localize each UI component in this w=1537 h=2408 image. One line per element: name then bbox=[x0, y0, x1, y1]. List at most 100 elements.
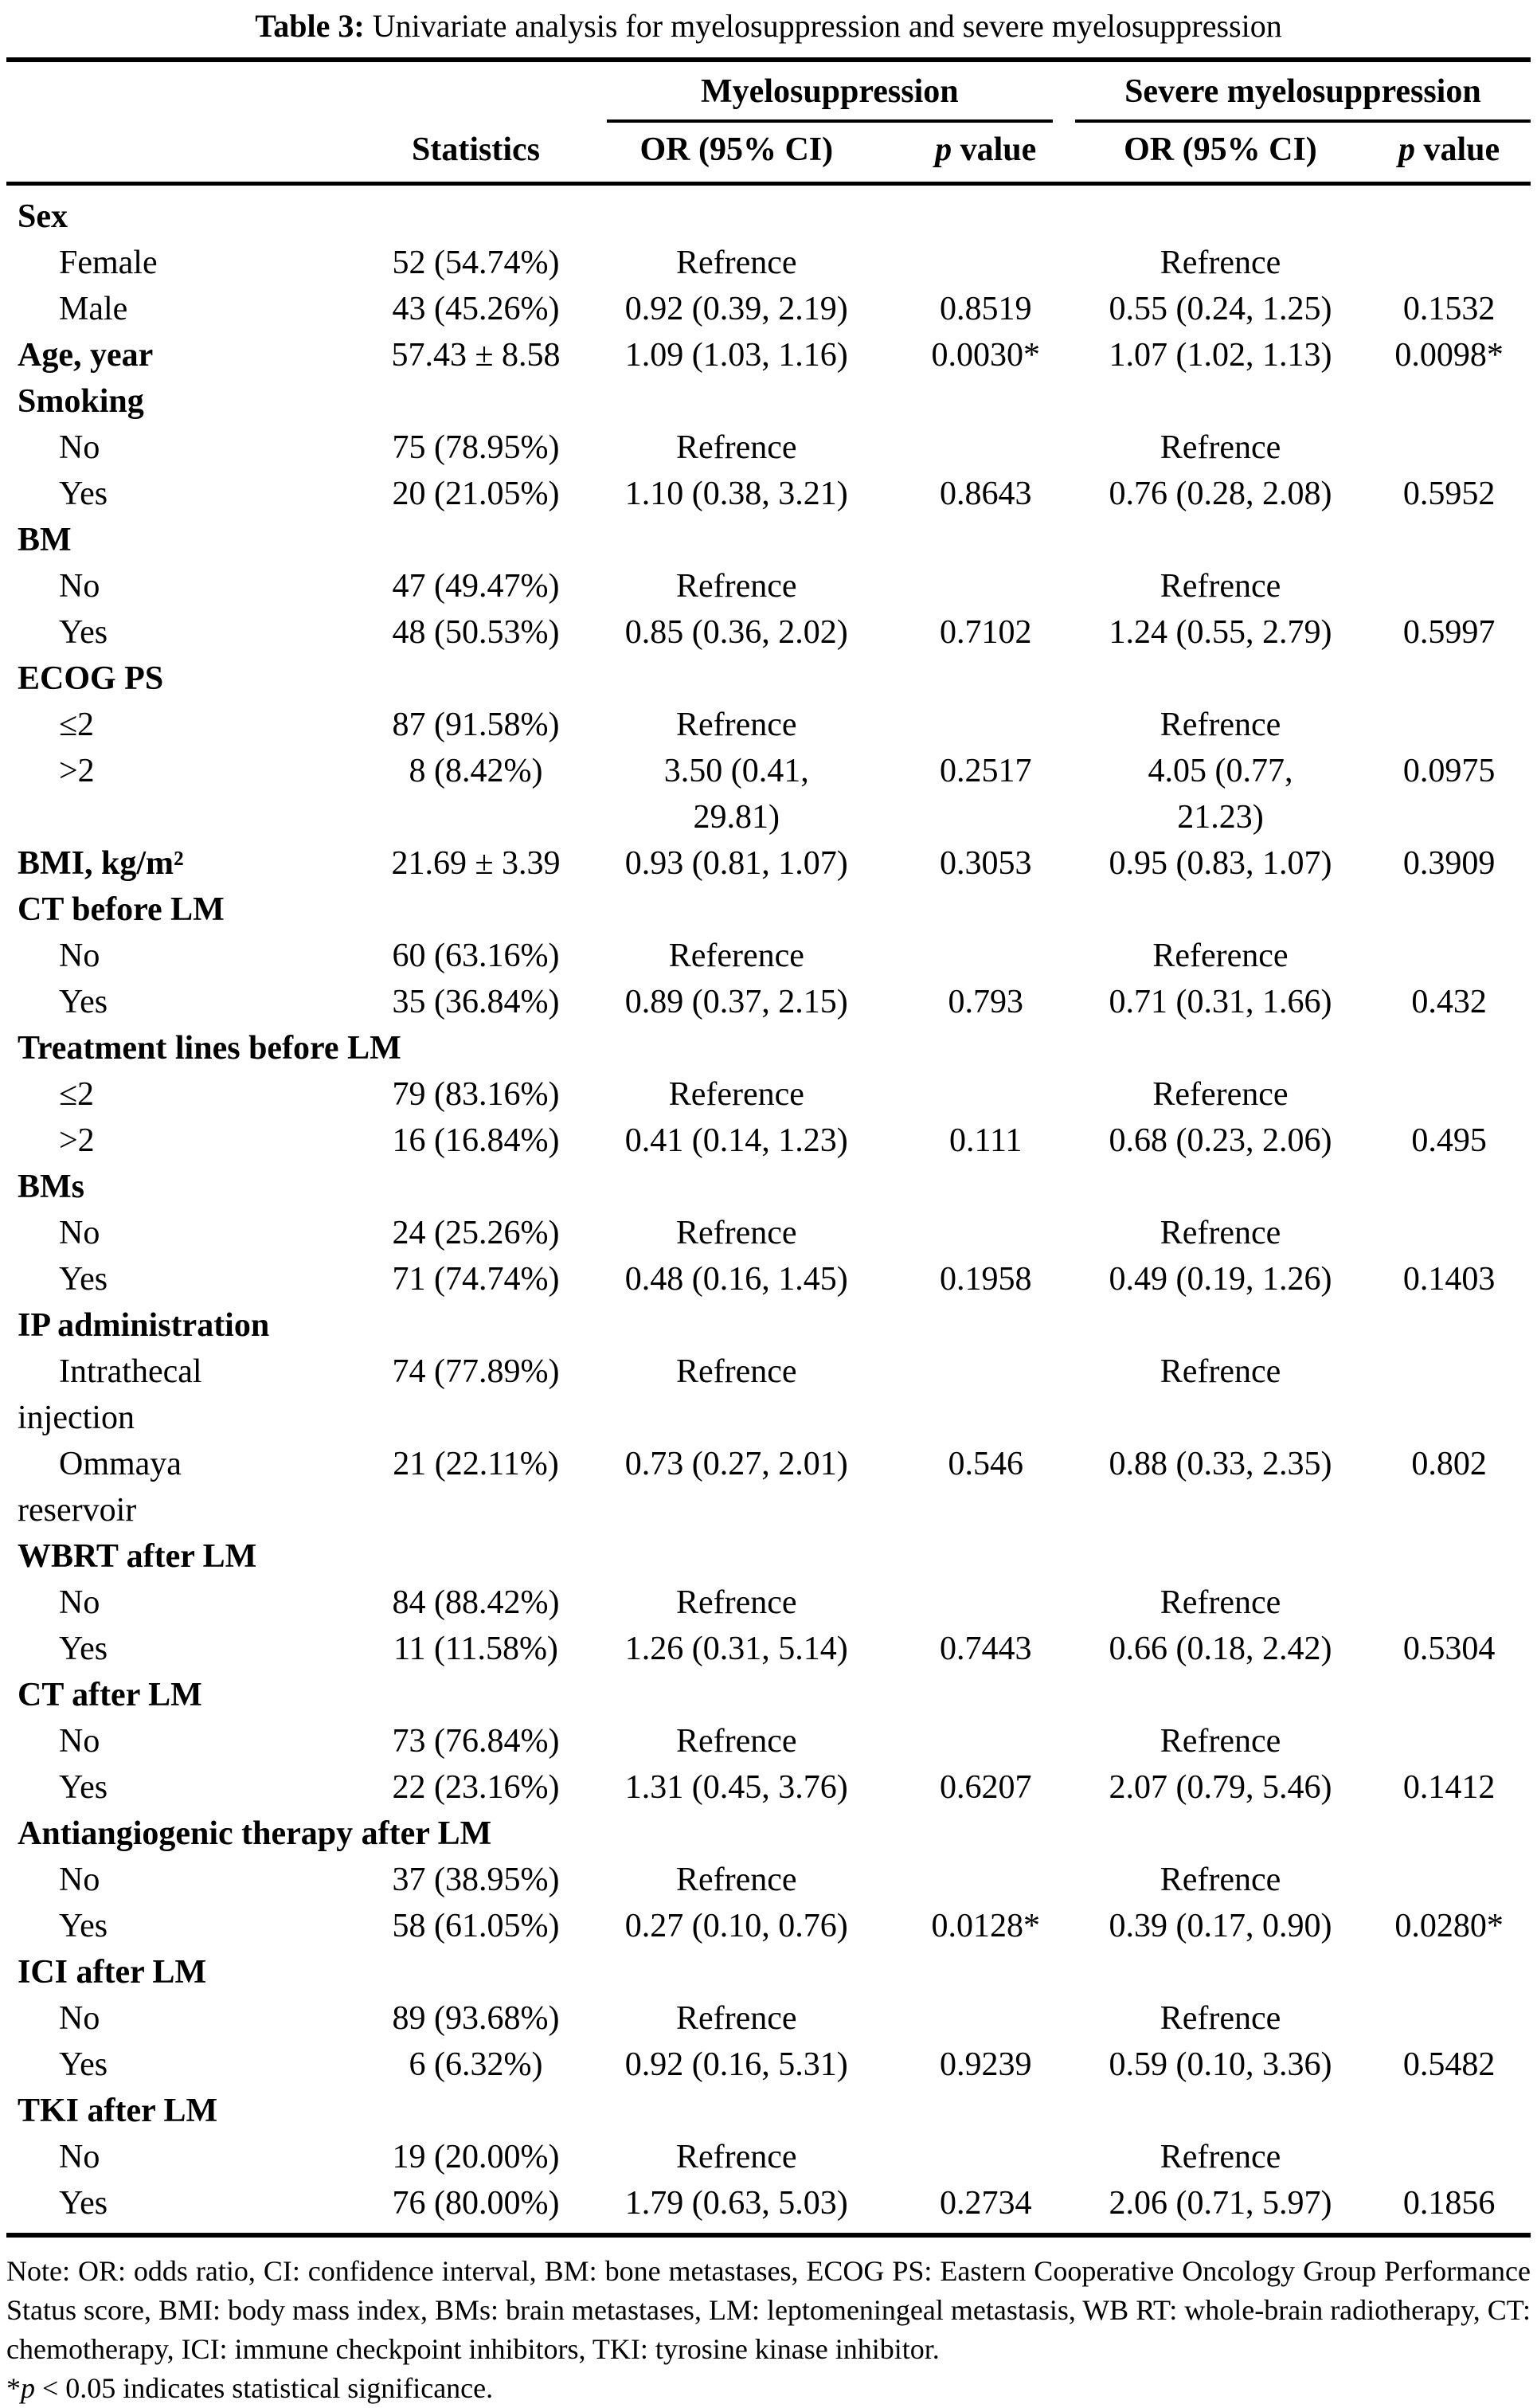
row-p-value-myelo bbox=[898, 702, 1074, 748]
row-p-value-myelo bbox=[898, 517, 1074, 563]
table-row: Yes 20 (21.05%) 1.10 (0.38, 3.21) 0.8643… bbox=[6, 471, 1531, 517]
row-or-ci-severe bbox=[1074, 656, 1367, 702]
row-p-value-myelo: 0.546 bbox=[948, 1446, 1023, 1482]
row-or-ci-myelo bbox=[575, 1164, 898, 1210]
row-or-ci-myelo bbox=[575, 1672, 898, 1718]
row-statistics: 60 (63.16%) bbox=[392, 938, 560, 974]
table-row: Intrathecal injection 74 (77.89%) Refren… bbox=[6, 1349, 1531, 1441]
row-statistics bbox=[377, 378, 575, 425]
row-or-ci-myelo bbox=[575, 887, 898, 933]
row-label: Yes bbox=[59, 476, 108, 512]
row-p-value-severe: 0.5304 bbox=[1402, 1631, 1496, 1667]
row-or-ci-myelo bbox=[575, 656, 898, 702]
row-or-ci-severe: 0.55 (0.24, 1.25) bbox=[1109, 291, 1332, 327]
row-or-ci-myelo: Refrence bbox=[676, 707, 797, 743]
row-label: Smoking bbox=[18, 383, 144, 420]
row-p-value-severe bbox=[1367, 1533, 1531, 1580]
row-statistics: 74 (77.89%) bbox=[392, 1353, 560, 1390]
row-p-value-severe bbox=[1367, 1302, 1531, 1349]
row-label: Age, year bbox=[18, 337, 154, 374]
row-statistics: 19 (20.00%) bbox=[392, 2139, 560, 2175]
table-header: Myelosuppression Severe myelosuppression… bbox=[6, 60, 1531, 186]
row-statistics: 20 (21.05%) bbox=[392, 476, 560, 512]
row-statistics: 73 (76.84%) bbox=[392, 1723, 560, 1760]
row-label: Yes bbox=[59, 1769, 108, 1806]
row-label: No bbox=[59, 938, 100, 974]
row-p-value-myelo: 0.8519 bbox=[939, 291, 1032, 327]
row-label: Yes bbox=[59, 1908, 108, 1944]
row-label: Female bbox=[59, 245, 158, 281]
row-or-ci-severe bbox=[1074, 1949, 1367, 1995]
row-p-value-myelo bbox=[898, 1164, 1074, 1210]
row-or-ci-severe: Refrence bbox=[1160, 429, 1281, 466]
row-or-ci-myelo: 0.85 (0.36, 2.02) bbox=[624, 614, 848, 651]
row-p-value-myelo bbox=[898, 1349, 1074, 1441]
row-p-value-myelo bbox=[898, 563, 1074, 609]
row-or-ci-severe bbox=[1074, 1025, 1367, 1071]
row-label: Ommaya reservoir bbox=[18, 1446, 182, 1529]
row-p-value-severe bbox=[1367, 425, 1531, 471]
univariate-analysis-table: Myelosuppression Severe myelosuppression… bbox=[6, 57, 1531, 2238]
row-label: No bbox=[59, 2139, 100, 2175]
row-or-ci-severe: Refrence bbox=[1160, 1215, 1281, 1251]
row-p-value-severe: 0.432 bbox=[1411, 984, 1487, 1020]
empty-header-cell bbox=[6, 123, 377, 186]
row-p-value-myelo: 0.8643 bbox=[939, 476, 1032, 512]
group-header-severe-label: Severe myelosuppression bbox=[1074, 62, 1531, 123]
row-or-ci-severe bbox=[1074, 184, 1367, 241]
row-or-ci-myelo: Reference bbox=[668, 938, 804, 974]
row-p-value-myelo bbox=[898, 1811, 1074, 1857]
row-p-value-myelo bbox=[898, 240, 1074, 286]
row-statistics: 75 (78.95%) bbox=[392, 429, 560, 466]
row-label: ≤2 bbox=[59, 1076, 95, 1113]
row-label: Yes bbox=[59, 614, 108, 651]
row-or-ci-myelo bbox=[575, 517, 898, 563]
row-label: No bbox=[59, 1723, 100, 1760]
table-row: BM bbox=[6, 517, 1531, 563]
row-or-ci-myelo: Refrence bbox=[676, 568, 797, 605]
row-p-value-myelo bbox=[898, 933, 1074, 979]
row-label: TKI after LM bbox=[18, 2093, 218, 2129]
row-or-ci-severe: 2.07 (0.79, 5.46) bbox=[1109, 1769, 1332, 1806]
row-p-value-severe: 0.5482 bbox=[1402, 2046, 1496, 2083]
row-label: >2 bbox=[59, 1122, 95, 1159]
row-or-ci-severe bbox=[1074, 1164, 1367, 1210]
table-row: Male 43 (45.26%) 0.92 (0.39, 2.19) 0.851… bbox=[6, 286, 1531, 332]
row-p-value-myelo: 0.0128* bbox=[931, 1908, 1040, 1944]
table-row: Treatment lines before LM bbox=[6, 1025, 1531, 1071]
row-or-ci-myelo bbox=[575, 1025, 898, 1071]
row-or-ci-severe: Refrence bbox=[1160, 1723, 1281, 1760]
row-or-ci-severe bbox=[1074, 1533, 1367, 1580]
row-statistics bbox=[377, 517, 575, 563]
row-or-ci-severe: 0.71 (0.31, 1.66) bbox=[1109, 984, 1332, 1020]
row-or-ci-myelo bbox=[575, 1949, 898, 1995]
row-or-ci-severe: 2.06 (0.71, 5.97) bbox=[1109, 2185, 1332, 2222]
table-row: Sex bbox=[6, 184, 1531, 241]
row-or-ci-myelo: Refrence bbox=[676, 2139, 797, 2175]
row-p-value-severe: 0.5952 bbox=[1402, 476, 1496, 512]
row-or-ci-myelo bbox=[575, 378, 898, 425]
row-or-ci-severe: Refrence bbox=[1160, 2139, 1281, 2175]
row-statistics bbox=[377, 1164, 575, 1210]
row-or-ci-severe bbox=[1074, 1811, 1367, 1857]
row-label: Antiangiogenic therapy after LM bbox=[18, 1815, 492, 1852]
row-p-value-severe: 0.495 bbox=[1411, 1122, 1487, 1159]
row-label: WBRT after LM bbox=[18, 1538, 257, 1575]
row-or-ci-myelo: Refrence bbox=[676, 1353, 797, 1390]
row-or-ci-myelo: 0.92 (0.16, 5.31) bbox=[624, 2046, 848, 2083]
row-p-value-myelo: 0.6207 bbox=[939, 1769, 1032, 1806]
row-statistics: 58 (61.05%) bbox=[392, 1908, 560, 1944]
row-p-value-severe bbox=[1367, 1672, 1531, 1718]
row-or-ci-myelo bbox=[575, 2088, 898, 2134]
row-p-value-myelo bbox=[898, 1580, 1074, 1626]
table-row: No 47 (49.47%) Refrence Refrence bbox=[6, 563, 1531, 609]
row-p-value-myelo: 0.793 bbox=[948, 984, 1023, 1020]
table-row: BMs bbox=[6, 1164, 1531, 1210]
row-or-ci-myelo: 0.92 (0.39, 2.19) bbox=[624, 291, 848, 327]
row-or-ci-myelo: 1.10 (0.38, 3.21) bbox=[624, 476, 848, 512]
table-row: TKI after LM bbox=[6, 2088, 1531, 2134]
row-p-value-myelo bbox=[898, 1857, 1074, 1903]
table-row: No 19 (20.00%) Refrence Refrence bbox=[6, 2134, 1531, 2180]
column-header-row: Statistics OR (95% CI) p value OR (95% C… bbox=[6, 123, 1531, 186]
row-or-ci-myelo: Refrence bbox=[676, 245, 797, 281]
